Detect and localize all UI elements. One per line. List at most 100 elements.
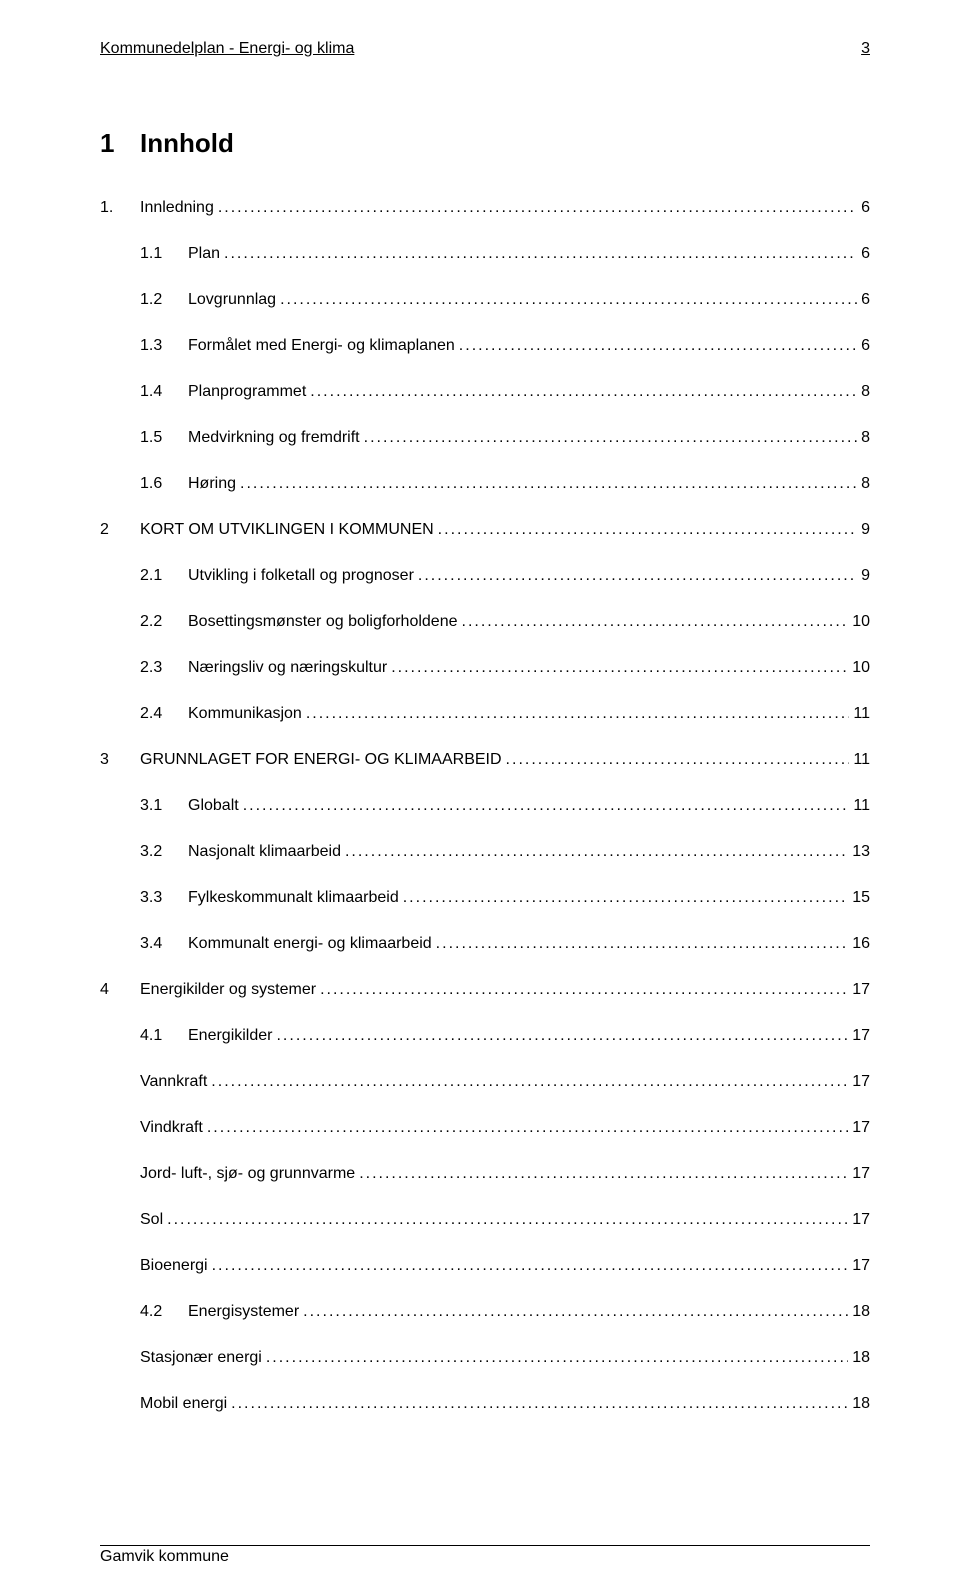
- section-heading: 1 Innhold: [100, 128, 870, 159]
- toc-leader-dots: [266, 1349, 848, 1367]
- toc-entry: 2.4Kommunikasjon11: [140, 705, 870, 723]
- toc-entry-number: 4.1: [140, 1027, 188, 1045]
- toc-entry-label: Planprogrammet: [188, 383, 310, 401]
- toc-entry-page: 6: [857, 199, 870, 217]
- toc-entry-number: 3: [100, 751, 140, 769]
- toc-entry-number: 1.1: [140, 245, 188, 263]
- toc-entry: 2KORT OM UTVIKLINGEN I KOMMUNEN9: [100, 521, 870, 539]
- toc-entry-label: Vindkraft: [140, 1119, 207, 1137]
- toc-leader-dots: [167, 1211, 848, 1229]
- toc-entry-page: 18: [848, 1395, 870, 1413]
- table-of-contents: 1.Innledning61.1Plan61.2Lovgrunnlag61.3F…: [100, 199, 870, 1413]
- header-title: Kommunedelplan - Energi- og klima: [100, 40, 354, 58]
- toc-entry: 1.6Høring 8: [140, 475, 870, 493]
- toc-entry-page: 11: [849, 751, 870, 769]
- toc-entry: Stasjonær energi18: [140, 1349, 870, 1367]
- footer-text: Gamvik kommune: [100, 1548, 229, 1565]
- toc-entry: 4.2Energisystemer18: [140, 1303, 870, 1321]
- toc-entry: 1.Innledning 6: [100, 199, 870, 217]
- toc-entry-label: Høring: [188, 475, 240, 493]
- toc-entry-label: Innledning: [140, 199, 218, 217]
- toc-entry: 3.2Nasjonalt klimaarbeid13: [140, 843, 870, 861]
- toc-entry-page: 18: [848, 1349, 870, 1367]
- toc-entry-page: 17: [848, 981, 870, 999]
- toc-entry-page: 8: [857, 383, 870, 401]
- toc-entry-label: Globalt: [188, 797, 243, 815]
- toc-entry: 3GRUNNLAGET FOR ENERGI- OG KLIMAARBEID 11: [100, 751, 870, 769]
- toc-entry: Jord- luft-, sjø- og grunnvarme17: [140, 1165, 870, 1183]
- toc-entry-page: 9: [857, 521, 870, 539]
- toc-leader-dots: [462, 613, 849, 631]
- toc-leader-dots: [224, 245, 857, 263]
- toc-entry-page: 15: [848, 889, 870, 907]
- toc-leader-dots: [345, 843, 848, 861]
- toc-entry-page: 13: [848, 843, 870, 861]
- toc-leader-dots: [207, 1119, 848, 1137]
- toc-entry-number: 1.5: [140, 429, 188, 447]
- toc-entry-number: 2.1: [140, 567, 188, 585]
- toc-entry-page: 10: [848, 613, 870, 631]
- toc-entry-page: 11: [849, 705, 870, 723]
- toc-leader-dots: [280, 291, 857, 309]
- document-page: Kommunedelplan - Energi- og klima 3 1 In…: [0, 0, 960, 1453]
- toc-entry-page: 17: [848, 1027, 870, 1045]
- toc-entry: Bioenergi17: [140, 1257, 870, 1275]
- toc-entry-number: 1.: [100, 199, 140, 217]
- toc-entry: 1.3Formålet med Energi- og klimaplanen6: [140, 337, 870, 355]
- toc-entry: Vindkraft 17: [140, 1119, 870, 1137]
- toc-entry: 2.2Bosettingsmønster og boligforholdene1…: [140, 613, 870, 631]
- toc-entry-number: 2.3: [140, 659, 188, 677]
- toc-entry-number: 2: [100, 521, 140, 539]
- section-number: 1: [100, 128, 140, 159]
- toc-entry-label: Plan: [188, 245, 224, 263]
- toc-entry: 3.3Fylkeskommunalt klimaarbeid 15: [140, 889, 870, 907]
- toc-entry-page: 8: [857, 475, 870, 493]
- toc-entry-number: 1.6: [140, 475, 188, 493]
- toc-entry: 1.4Planprogrammet 8: [140, 383, 870, 401]
- toc-entry-number: 3.3: [140, 889, 188, 907]
- page-footer: Gamvik kommune: [100, 1545, 870, 1566]
- header-page-number: 3: [861, 40, 870, 58]
- toc-entry-page: 9: [857, 567, 870, 585]
- toc-entry-number: 4.2: [140, 1303, 188, 1321]
- toc-entry-number: 2.4: [140, 705, 188, 723]
- toc-entry-label: GRUNNLAGET FOR ENERGI- OG KLIMAARBEID: [140, 751, 506, 769]
- toc-entry-page: 8: [857, 429, 870, 447]
- toc-entry-label: Mobil energi: [140, 1395, 231, 1413]
- section-title: Innhold: [140, 128, 234, 159]
- toc-leader-dots: [506, 751, 850, 769]
- toc-leader-dots: [243, 797, 850, 815]
- toc-entry: 4.1Energikilder17: [140, 1027, 870, 1045]
- toc-entry-label: Medvirkning og fremdrift: [188, 429, 364, 447]
- toc-entry-page: 17: [848, 1211, 870, 1229]
- toc-leader-dots: [438, 521, 857, 539]
- toc-entry-number: 3.1: [140, 797, 188, 815]
- toc-entry-label: Vannkraft: [140, 1073, 211, 1091]
- toc-entry-page: 16: [848, 935, 870, 953]
- toc-leader-dots: [359, 1165, 848, 1183]
- toc-leader-dots: [218, 199, 857, 217]
- toc-entry-page: 17: [848, 1257, 870, 1275]
- toc-entry-label: Næringsliv og næringskultur: [188, 659, 391, 677]
- toc-entry-label: Fylkeskommunalt klimaarbeid: [188, 889, 403, 907]
- toc-entry-page: 11: [849, 797, 870, 815]
- toc-entry-label: Energisystemer: [188, 1303, 303, 1321]
- toc-entry-number: 4: [100, 981, 140, 999]
- toc-leader-dots: [231, 1395, 848, 1413]
- toc-leader-dots: [212, 1257, 849, 1275]
- toc-entry: Mobil energi 18: [140, 1395, 870, 1413]
- toc-entry-label: Sol: [140, 1211, 167, 1229]
- toc-entry-number: 1.4: [140, 383, 188, 401]
- toc-leader-dots: [418, 567, 857, 585]
- toc-entry: Sol 17: [140, 1211, 870, 1229]
- toc-entry-page: 17: [848, 1119, 870, 1137]
- toc-entry-number: 1.3: [140, 337, 188, 355]
- toc-entry-number: 3.2: [140, 843, 188, 861]
- toc-entry-number: 2.2: [140, 613, 188, 631]
- toc-leader-dots: [364, 429, 857, 447]
- toc-entry-page: 6: [857, 337, 870, 355]
- toc-entry-number: 1.2: [140, 291, 188, 309]
- page-header: Kommunedelplan - Energi- og klima 3: [100, 40, 870, 58]
- toc-entry-number: 3.4: [140, 935, 188, 953]
- toc-entry-label: Kommunalt energi- og klimaarbeid: [188, 935, 436, 953]
